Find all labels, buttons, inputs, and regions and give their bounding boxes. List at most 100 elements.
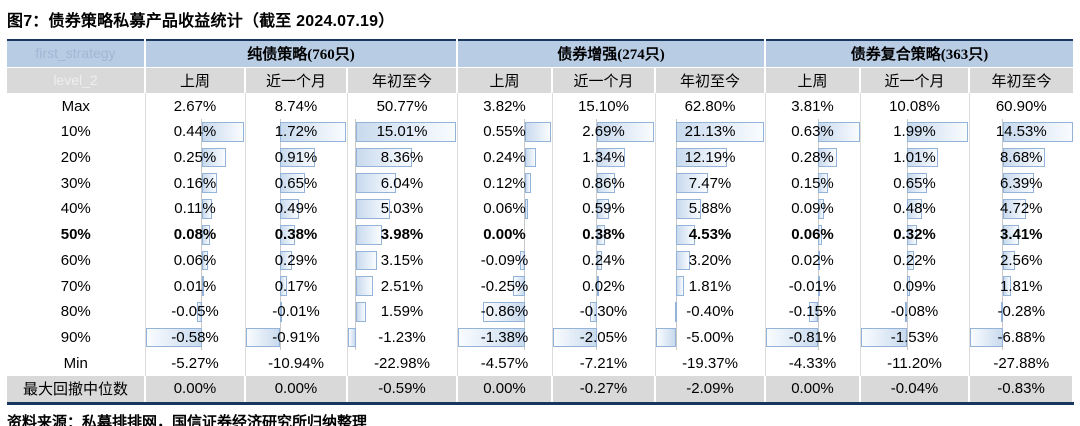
value-cell: 0.28% — [765, 144, 861, 171]
value-text: -0.04% — [890, 380, 939, 398]
value-text: -27.88% — [993, 354, 1050, 372]
value-text: 2.69% — [582, 123, 625, 141]
databar — [196, 301, 202, 322]
row-label: 80% — [7, 298, 146, 325]
value-cell: 0.65% — [860, 170, 970, 197]
databar — [201, 173, 218, 194]
column-header-row: level_2 上周 近一个月 年初至今 上周 近一个月 年初至今 上周 近一个月 年初至今 — [7, 67, 1074, 94]
value-cell: 1.99% — [860, 119, 970, 145]
value-cell: 0.00% — [457, 375, 553, 404]
table-row-Min: Min -5.27% -10.94% -22.98% -4.57% -7.21% -19.3… — [7, 350, 1073, 376]
value-cell: 3.82% — [457, 93, 553, 120]
row-label: 最大回撤中位数 — [7, 375, 146, 404]
value-cell: 1.81% — [969, 273, 1073, 299]
value-text: 0.01% — [173, 277, 217, 295]
value-text: 8.74% — [274, 97, 318, 115]
value-text: 3.20% — [688, 251, 732, 269]
value-text: -22.98% — [374, 354, 430, 372]
databar — [355, 199, 390, 219]
col-header-0-0: 上周 — [145, 67, 246, 94]
value-text: 3.81% — [791, 97, 834, 115]
value-cell: 8.74% — [245, 93, 348, 120]
value-cell: -1.53% — [860, 324, 970, 351]
value-cell: 0.00% — [245, 375, 348, 404]
value-text: -11.20% — [887, 354, 942, 372]
databar-axis — [817, 298, 819, 325]
value-text: 0.00% — [483, 380, 526, 398]
value-cell: 0.91% — [245, 144, 348, 171]
value-text: 1.34% — [582, 149, 625, 167]
value-cell: 0.00% — [765, 375, 861, 404]
value-cell: 14.53% — [969, 119, 1074, 145]
value-cell: -0.40% — [655, 298, 766, 325]
value-text: 0.38% — [274, 226, 318, 244]
databar — [280, 250, 292, 271]
value-text: -0.15% — [788, 303, 837, 321]
value-text: 0.08% — [173, 226, 217, 244]
value-text: 12.19% — [684, 149, 736, 167]
value-text: 0.28% — [791, 149, 834, 167]
databar — [355, 147, 412, 168]
value-text: -2.09% — [686, 380, 734, 398]
databar — [355, 301, 367, 322]
table-head: first_strategy 纯债策略(760只) 债券增强(274只) 债券复合策略… — [7, 40, 1074, 94]
databar — [512, 276, 525, 296]
value-text: 0.17% — [274, 277, 318, 295]
value-cell: -4.33% — [765, 350, 861, 376]
value-text: -5.27% — [171, 354, 219, 372]
databar-axis — [906, 324, 908, 351]
value-cell: 0.32% — [860, 221, 970, 248]
databar — [808, 301, 819, 322]
value-text: 1.81% — [999, 277, 1043, 295]
value-cell: 1.01% — [860, 144, 970, 171]
value-cell: -6.88% — [969, 324, 1073, 351]
value-cell: 3.20% — [655, 247, 766, 274]
databar — [596, 276, 599, 296]
value-text: -0.28% — [997, 303, 1046, 321]
value-text: 0.09% — [893, 277, 936, 295]
value-text: 15.10% — [578, 97, 629, 115]
value-cell: -0.83% — [969, 375, 1075, 404]
value-cell: -11.20% — [860, 350, 970, 376]
col-header-0-1: 近一个月 — [245, 67, 348, 94]
databar — [676, 122, 764, 142]
databar — [524, 122, 551, 142]
databar — [818, 199, 825, 219]
value-text: 1.99% — [893, 123, 936, 141]
value-text: -4.33% — [788, 354, 837, 372]
table-row-80pct: 80% -0.05% -0.01% 1.59% -0.86% -0.30% -0.40% -0… — [7, 298, 1073, 325]
value-text: 3.15% — [380, 251, 424, 269]
value-cell: 10.08% — [860, 93, 970, 120]
value-text: 0.06% — [791, 226, 834, 244]
value-text: 8.68% — [999, 149, 1043, 167]
value-text: -0.40% — [686, 303, 734, 321]
value-text: -0.59% — [378, 380, 426, 398]
databar — [969, 327, 1003, 348]
databar — [524, 199, 528, 219]
value-text: -4.57% — [480, 354, 529, 372]
databar — [1002, 276, 1012, 296]
value-cell: -0.25% — [457, 273, 553, 299]
databar — [280, 224, 296, 245]
databar — [907, 122, 968, 142]
value-text: 2.51% — [380, 277, 424, 295]
value-text: 8.36% — [380, 149, 424, 167]
databar — [907, 199, 923, 219]
databar — [201, 147, 227, 168]
databar-axis — [596, 298, 598, 325]
value-cell: 1.72% — [245, 119, 348, 145]
value-cell: 0.06% — [145, 247, 246, 274]
databar-axis — [201, 324, 203, 351]
value-cell: 1.81% — [655, 273, 766, 299]
value-cell: 0.02% — [552, 273, 656, 299]
corner-cell-2: level_2 — [7, 67, 146, 94]
value-text: -0.91% — [272, 328, 320, 346]
value-cell: 0.59% — [552, 196, 656, 222]
value-cell: 0.29% — [245, 247, 348, 274]
value-cell: 0.09% — [860, 273, 970, 299]
value-cell: 0.24% — [457, 144, 553, 171]
databar — [524, 173, 531, 194]
value-text: 0.11% — [174, 200, 216, 218]
databar — [676, 147, 728, 168]
value-cell: 3.15% — [347, 247, 458, 274]
